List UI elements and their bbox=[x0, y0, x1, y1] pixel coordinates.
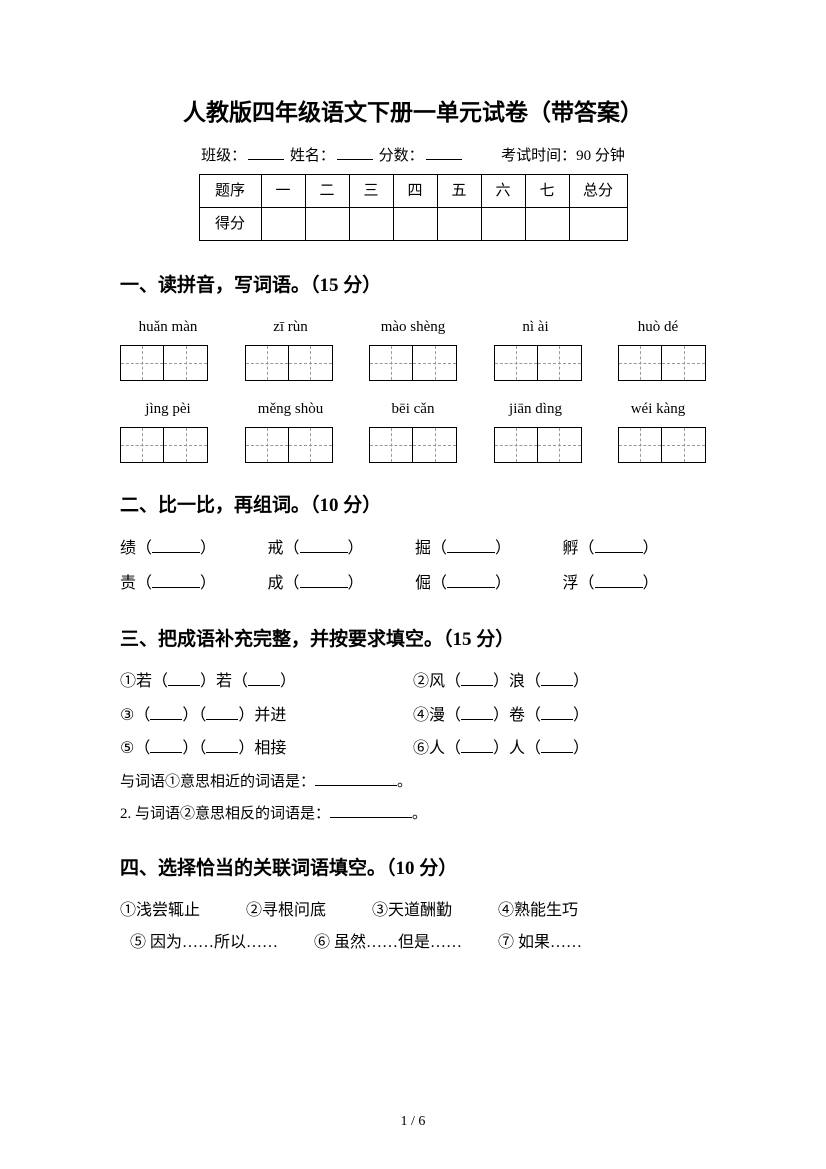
time-label: 考试时间：90 分钟 bbox=[501, 148, 625, 164]
q3-item: ⑤（）（）相接 bbox=[120, 736, 413, 762]
q4-opt: ②寻根问底 bbox=[246, 898, 326, 924]
s3-sub1: 与词语①意思相近的词语是：。 bbox=[120, 770, 706, 794]
q4-opt: ④熟能生巧 bbox=[498, 898, 578, 924]
char-boxes bbox=[618, 345, 706, 381]
header-info: 班级： 姓名： 分数： 考试时间：90 分钟 bbox=[120, 144, 706, 168]
q2-item: 戒（） bbox=[268, 536, 412, 562]
q4-opt: ①浅尝辄止 bbox=[120, 898, 200, 924]
q3-item: ②风（）浪（） bbox=[413, 669, 706, 695]
s4-row2: ⑤ 因为……所以…… ⑥ 虽然……但是…… ⑦ 如果…… bbox=[120, 930, 706, 956]
td-3 bbox=[349, 207, 393, 240]
s3-heading: 三、把成语补充完整，并按要求填空。（15 分） bbox=[120, 625, 706, 655]
td-6 bbox=[481, 207, 525, 240]
pinyin: bēi cǎn bbox=[365, 397, 461, 421]
char-boxes bbox=[618, 427, 706, 463]
char-boxes bbox=[494, 345, 582, 381]
pinyin: jìng pèi bbox=[120, 397, 216, 421]
td-label: 得分 bbox=[199, 207, 261, 240]
pinyin: jiān dìng bbox=[488, 397, 584, 421]
boxes-row-2 bbox=[120, 427, 706, 463]
q2-item: 倔（） bbox=[415, 571, 559, 597]
q2-item: 掘（） bbox=[415, 536, 559, 562]
name-blank bbox=[337, 159, 373, 160]
score-table: 题序 一 二 三 四 五 六 七 总分 得分 bbox=[199, 174, 628, 241]
q4-opt: ③天道酬勤 bbox=[372, 898, 452, 924]
s2-heading: 二、比一比，再组词。（10 分） bbox=[120, 491, 706, 521]
s3-grid: ①若（）若（） ②风（）浪（） ③（）（）并进 ④漫（）卷（） ⑤（）（）相接 … bbox=[120, 669, 706, 762]
q4-opt: ⑦ 如果…… bbox=[498, 930, 582, 956]
s3-sub2: 2. 与词语②意思相反的词语是：。 bbox=[120, 802, 706, 826]
q2-item: 浮（） bbox=[563, 571, 707, 597]
th-label: 题序 bbox=[199, 174, 261, 207]
s4-row1: ①浅尝辄止 ②寻根问底 ③天道酬勤 ④熟能生巧 bbox=[120, 898, 706, 924]
td-4 bbox=[393, 207, 437, 240]
s4-heading: 四、选择恰当的关联词语填空。（10 分） bbox=[120, 854, 706, 884]
pinyin-row-1: huǎn màn zī rùn mào shèng nì ài huò dé bbox=[120, 315, 706, 339]
char-boxes bbox=[245, 427, 333, 463]
s2-grid: 绩（） 戒（） 掘（） 孵（） 责（） 成（） 倔（） 浮（） bbox=[120, 536, 706, 597]
char-boxes bbox=[369, 345, 457, 381]
th-6: 六 bbox=[481, 174, 525, 207]
q4-opt: ⑥ 虽然……但是…… bbox=[314, 930, 462, 956]
th-total: 总分 bbox=[569, 174, 627, 207]
q2-item: 责（） bbox=[120, 571, 264, 597]
s1-heading: 一、读拼音，写词语。（15 分） bbox=[120, 271, 706, 301]
td-total bbox=[569, 207, 627, 240]
th-5: 五 bbox=[437, 174, 481, 207]
score-blank bbox=[426, 159, 462, 160]
class-label: 班级： bbox=[201, 148, 246, 164]
th-7: 七 bbox=[525, 174, 569, 207]
page-number: 1 / 6 bbox=[0, 1111, 826, 1133]
pinyin: mào shèng bbox=[365, 315, 461, 339]
char-boxes bbox=[369, 427, 457, 463]
class-blank bbox=[248, 159, 284, 160]
pinyin: zī rùn bbox=[243, 315, 339, 339]
q4-opt: ⑤ 因为……所以…… bbox=[130, 930, 278, 956]
th-2: 二 bbox=[305, 174, 349, 207]
td-7 bbox=[525, 207, 569, 240]
q2-item: 成（） bbox=[268, 571, 412, 597]
pinyin: wéi kàng bbox=[610, 397, 706, 421]
pinyin-row-2: jìng pèi měng shòu bēi cǎn jiān dìng wéi… bbox=[120, 397, 706, 421]
page-title: 人教版四年级语文下册一单元试卷（带答案） bbox=[120, 95, 706, 132]
char-boxes bbox=[120, 345, 208, 381]
td-5 bbox=[437, 207, 481, 240]
q3-item: ③（）（）并进 bbox=[120, 703, 413, 729]
boxes-row-1 bbox=[120, 345, 706, 381]
td-2 bbox=[305, 207, 349, 240]
q3-item: ⑥人（）人（） bbox=[413, 736, 706, 762]
score-label: 分数： bbox=[379, 148, 424, 164]
name-label: 姓名： bbox=[290, 148, 335, 164]
char-boxes bbox=[245, 345, 333, 381]
pinyin: huǎn màn bbox=[120, 315, 216, 339]
th-4: 四 bbox=[393, 174, 437, 207]
pinyin: nì ài bbox=[488, 315, 584, 339]
char-boxes bbox=[120, 427, 208, 463]
q2-item: 绩（） bbox=[120, 536, 264, 562]
pinyin: huò dé bbox=[610, 315, 706, 339]
th-3: 三 bbox=[349, 174, 393, 207]
th-1: 一 bbox=[261, 174, 305, 207]
q3-item: ①若（）若（） bbox=[120, 669, 413, 695]
q3-item: ④漫（）卷（） bbox=[413, 703, 706, 729]
pinyin: měng shòu bbox=[243, 397, 339, 421]
td-1 bbox=[261, 207, 305, 240]
char-boxes bbox=[494, 427, 582, 463]
q2-item: 孵（） bbox=[563, 536, 707, 562]
